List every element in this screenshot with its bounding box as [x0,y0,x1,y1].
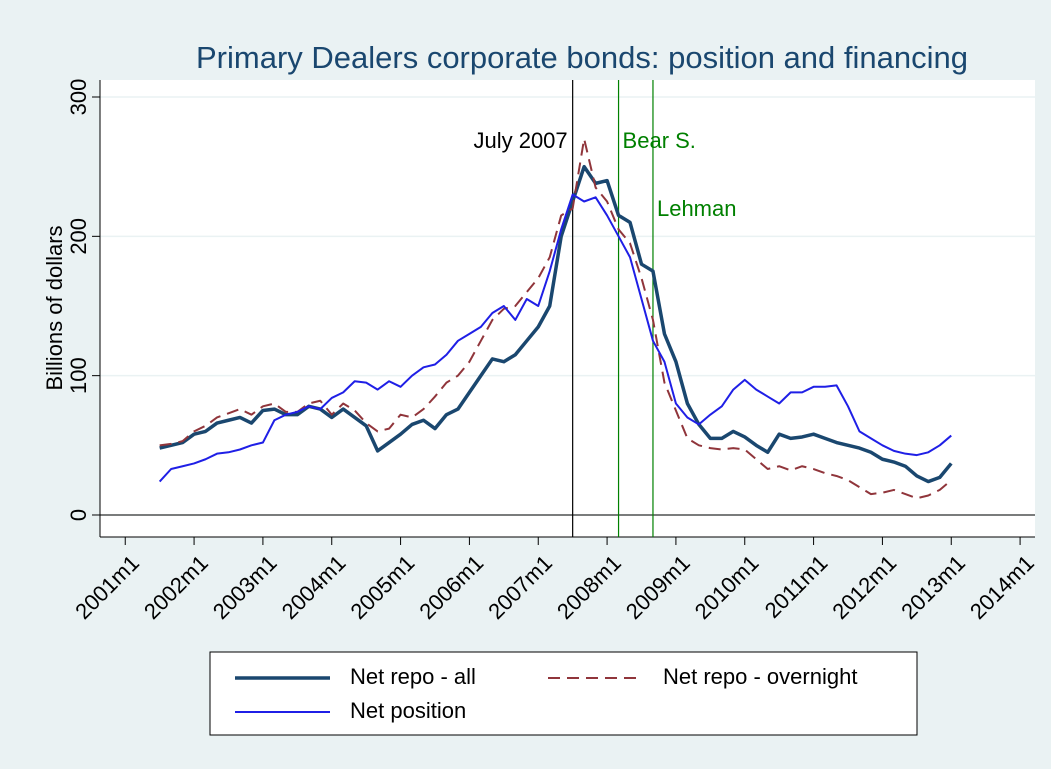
y-axis-label: Billions of dollars [42,225,67,390]
series-line [158,193,952,483]
chart-title: Primary Dealers corporate bonds: positio… [196,40,968,75]
y-tick-label: 0 [66,509,91,521]
legend-box [209,651,918,736]
series-line [159,164,953,484]
y-tick-label: 100 [66,357,91,394]
legend-label: Net repo - overnight [663,664,857,689]
event-label: July 2007 [473,128,567,153]
series-line [159,137,952,500]
y-tick-label: 300 [66,79,91,116]
event-label: Lehman [657,196,737,221]
event-label: Bear S. [623,128,696,153]
plot-area [100,80,1035,537]
legend-label: Net position [350,698,466,723]
legend-label: Net repo - all [350,664,476,689]
y-tick-label: 200 [66,218,91,255]
